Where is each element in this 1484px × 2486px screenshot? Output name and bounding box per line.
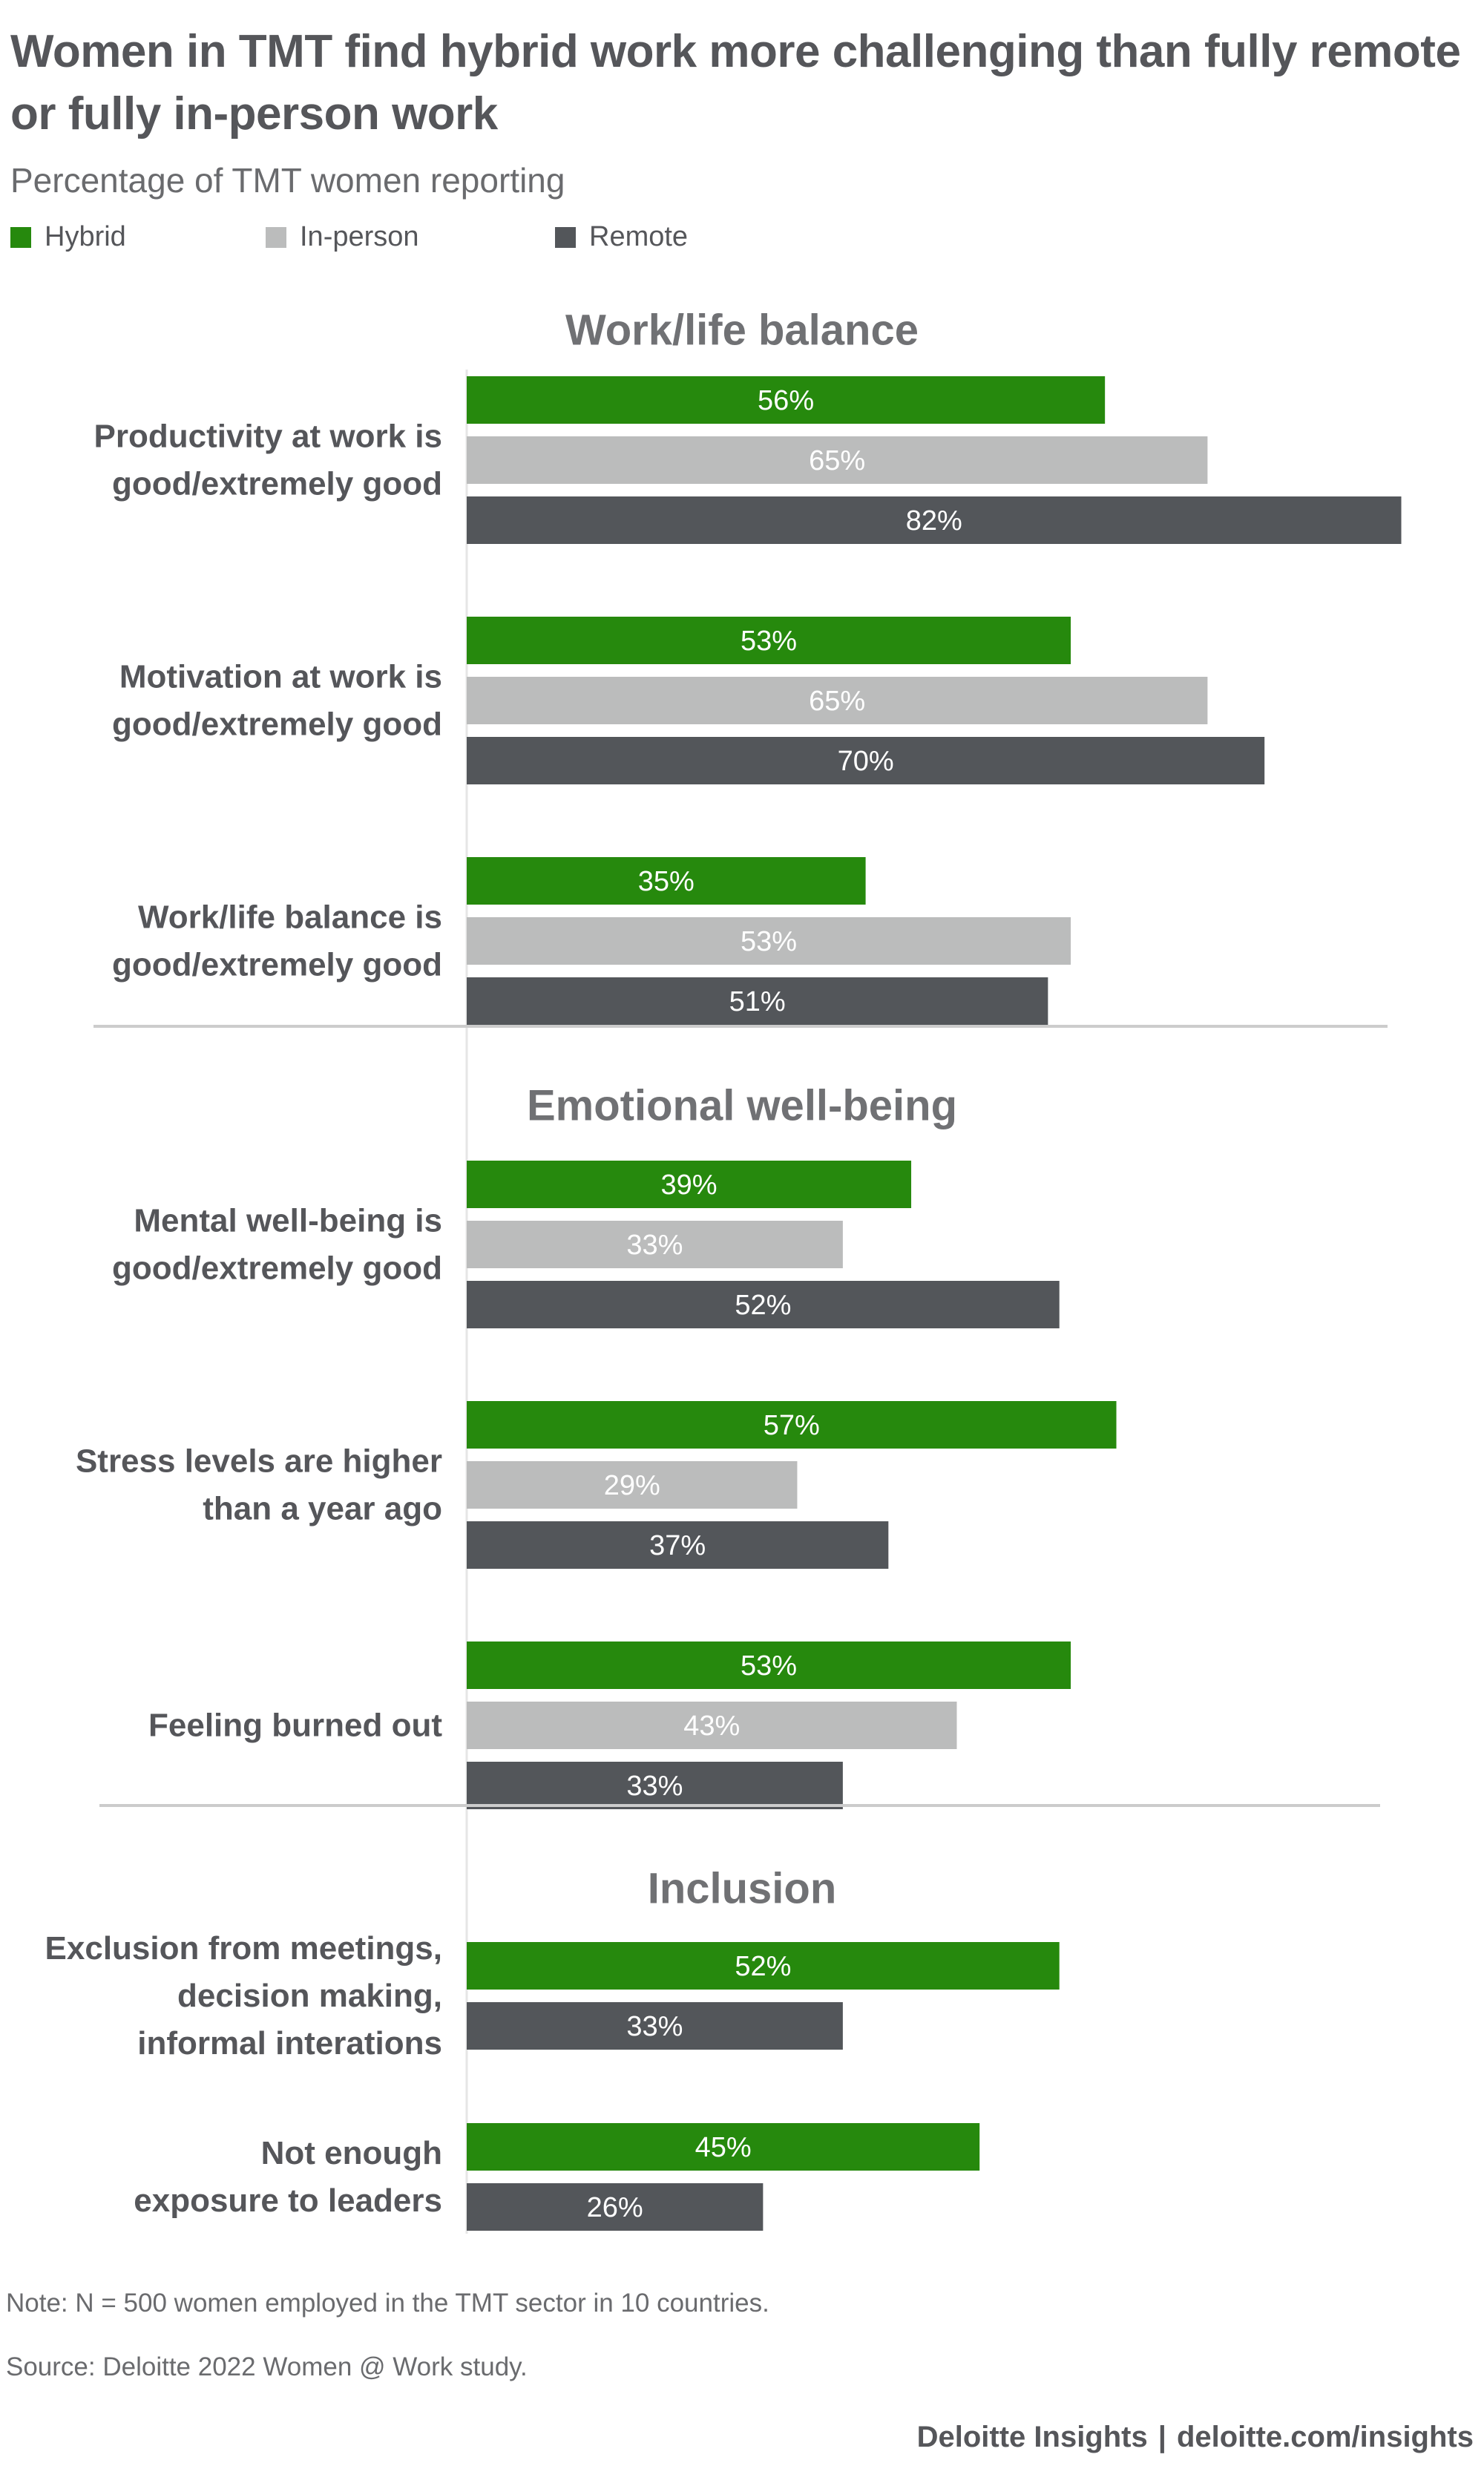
bar-hybrid (467, 617, 1071, 664)
bar-hybrid (467, 1161, 912, 1208)
category-label: Exclusion from meetings, (45, 1930, 442, 1967)
bar-in-person (467, 1221, 843, 1268)
legend-item-remote: Remote (555, 221, 688, 253)
bar-in-person (467, 917, 1071, 965)
data-label-in-person: 29% (604, 1470, 660, 1501)
legend: Hybrid In-person Remote (10, 221, 901, 261)
data-label-remote: 33% (626, 1771, 683, 1802)
data-label-hybrid: 52% (735, 1951, 791, 1982)
legend-item-hybrid: Hybrid (10, 221, 126, 253)
data-label-remote: 26% (587, 2192, 643, 2223)
data-label-in-person: 43% (683, 1711, 740, 1742)
chart-note: Note: N = 500 women employed in the TMT … (6, 2289, 769, 2318)
data-label-remote: 70% (838, 746, 894, 777)
section-title-emotional-well-being: Emotional well-being (527, 1082, 957, 1130)
bar-in-person (467, 436, 1208, 484)
bar-remote (467, 2183, 764, 2231)
category-label: Motivation at work is (119, 659, 442, 695)
data-label-in-person: 65% (809, 686, 865, 717)
data-label-hybrid: 35% (638, 866, 695, 897)
brand-separator: | (1158, 2421, 1166, 2453)
bar-hybrid (467, 1642, 1071, 1689)
bar-in-person (467, 1702, 957, 1749)
bar-remote (467, 1762, 843, 1809)
data-label-in-person: 33% (626, 1230, 683, 1261)
category-label: Not enough (261, 2135, 442, 2171)
category-label: than a year ago (203, 1491, 442, 1527)
category-label: decision making, (177, 1978, 442, 2014)
legend-swatch-hybrid (10, 226, 31, 248)
data-label-hybrid: 53% (741, 1650, 797, 1682)
bar-hybrid (467, 2123, 980, 2171)
category-label: Work/life balance is (138, 899, 442, 936)
data-label-hybrid: 53% (741, 626, 797, 657)
category-label: Feeling burned out (148, 1708, 442, 1744)
category-label: informal interations (137, 2025, 442, 2062)
category-label: exposure to leaders (134, 2182, 442, 2219)
category-label: Mental well-being is (134, 1203, 442, 1239)
chart-title: Women in TMT find hybrid work more chall… (10, 26, 1461, 140)
legend-item-in-person: In-person (266, 221, 419, 253)
brand-name: Deloitte Insights (916, 2421, 1148, 2453)
bar-remote (467, 1521, 889, 1569)
legend-swatch-in-person (266, 226, 286, 248)
category-label: good/extremely good (112, 706, 442, 743)
chart-source: Source: Deloitte 2022 Women @ Work study… (6, 2352, 528, 2381)
data-label-hybrid: 39% (660, 1170, 717, 1201)
bar-remote (467, 1281, 1060, 1328)
category-label: good/extremely good (112, 466, 442, 502)
category-label: Productivity at work is (94, 419, 442, 455)
data-label-hybrid: 57% (764, 1410, 820, 1441)
data-label-in-person: 65% (809, 445, 865, 476)
brand-footer: Deloitte Insights | deloitte.com/insight… (917, 2421, 1474, 2454)
section-title-inclusion: Inclusion (648, 1865, 837, 1913)
data-label-in-person: 53% (741, 926, 797, 957)
category-label: good/extremely good (112, 947, 442, 983)
bar-hybrid (467, 376, 1106, 424)
bar-remote (467, 977, 1048, 1025)
data-label-remote: 33% (626, 2011, 683, 2042)
bar-remote (467, 737, 1265, 784)
bar-in-person (467, 677, 1208, 724)
bar-in-person (467, 1461, 798, 1509)
bar-remote (467, 496, 1402, 544)
bar-remote (467, 2002, 843, 2050)
legend-label-in-person: In-person (300, 221, 419, 252)
data-label-remote: 51% (729, 986, 786, 1017)
legend-swatch-remote (555, 226, 576, 248)
data-label-remote: 37% (649, 1530, 706, 1561)
bar-hybrid (467, 1942, 1060, 1990)
legend-label-hybrid: Hybrid (45, 221, 126, 252)
brand-url: deloitte.com/insights (1176, 2421, 1474, 2453)
bar-hybrid (467, 1401, 1117, 1449)
chart-subtitle: Percentage of TMT women reporting (10, 161, 565, 200)
data-label-remote: 52% (735, 1290, 791, 1321)
data-label-hybrid: 56% (758, 385, 814, 416)
legend-label-remote: Remote (589, 221, 689, 252)
bar-hybrid (467, 857, 866, 905)
category-label: good/extremely good (112, 1250, 442, 1287)
category-label: Stress levels are higher (76, 1443, 442, 1480)
section-title-work-life-balance: Work/life balance (565, 306, 919, 355)
data-label-remote: 82% (906, 505, 962, 537)
bar-chart: Work/life balance Productivity at work is… (45, 306, 1402, 2234)
data-label-hybrid: 45% (695, 2132, 752, 2163)
